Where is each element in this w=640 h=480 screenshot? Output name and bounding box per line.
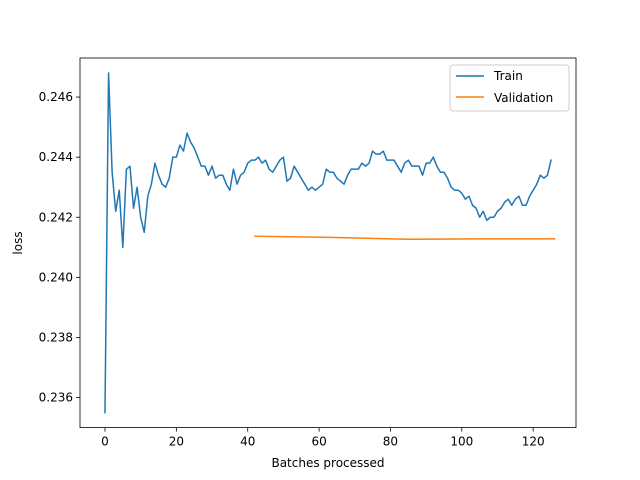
y-tick-label: 0.244 (39, 150, 73, 164)
y-tick-label: 0.238 (39, 330, 73, 344)
y-tick-label: 0.236 (39, 391, 73, 405)
x-tick-label: 40 (240, 435, 255, 449)
legend: Train Validation (449, 64, 570, 112)
y-axis-title: loss (11, 231, 25, 254)
x-tick-label: 60 (311, 435, 326, 449)
x-axis-title: Batches processed (271, 456, 384, 470)
y-tick-label: 0.246 (39, 90, 73, 104)
axes-frame (79, 57, 577, 429)
series-line-train (104, 72, 552, 414)
series-line-validation (254, 235, 556, 240)
x-axis-ticks: 0 20 40 60 80 100 120 (101, 427, 545, 449)
legend-label-validation: Validation (494, 91, 553, 105)
x-tick-label: 80 (383, 435, 398, 449)
series-layer (104, 72, 556, 414)
y-tick-label: 0.242 (39, 210, 73, 224)
y-axis-ticks: 0.236 0.238 0.240 0.242 0.244 0.246 (39, 90, 80, 405)
x-tick-label: 120 (522, 435, 545, 449)
x-tick-label: 100 (450, 435, 473, 449)
plot-area (79, 57, 577, 429)
legend-label-train: Train (493, 69, 523, 83)
x-tick-label: 20 (169, 435, 184, 449)
y-tick-label: 0.240 (39, 270, 73, 284)
x-tick-label: 0 (101, 435, 109, 449)
